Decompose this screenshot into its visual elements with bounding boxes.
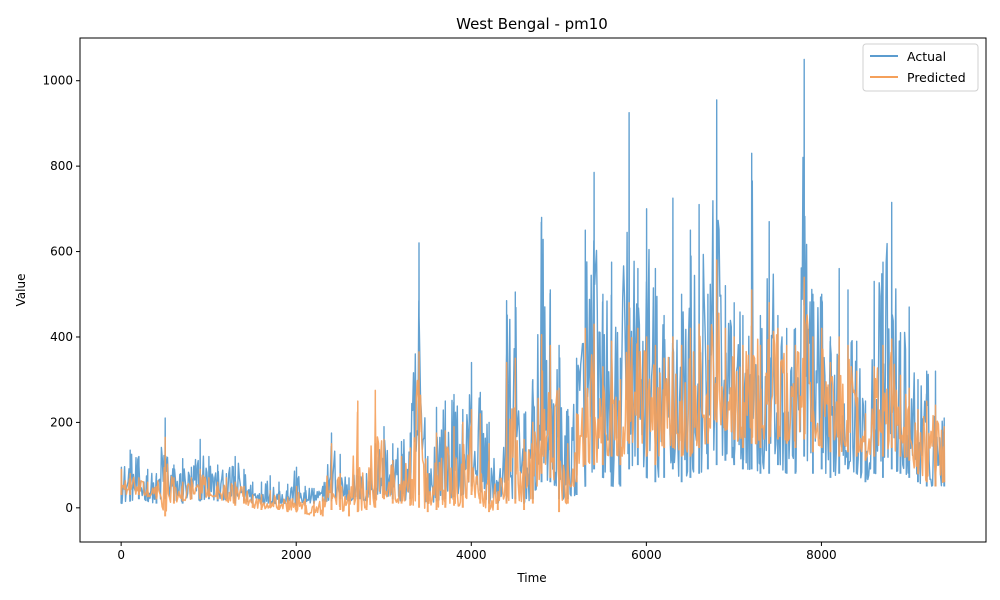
- plot-frame: [79, 37, 987, 543]
- x-tick-label: 2000: [281, 548, 312, 562]
- y-tick-label: 1000: [42, 74, 73, 88]
- y-tick-label: 600: [50, 245, 73, 259]
- legend-label-predicted: Predicted: [907, 70, 966, 85]
- series-line-predicted: [120, 259, 946, 517]
- legend: Actual Predicted: [862, 43, 979, 92]
- y-tick-label: 200: [50, 415, 73, 429]
- x-tick-label: 0: [117, 548, 125, 562]
- chart-title: West Bengal - pm10: [456, 15, 608, 33]
- y-axis-ticks: 0 200 400 600 800 1000: [42, 74, 80, 515]
- x-tick-label: 8000: [806, 548, 837, 562]
- y-tick-label: 800: [50, 159, 73, 173]
- x-axis-title: Time: [516, 571, 546, 585]
- x-tick-label: 6000: [631, 548, 662, 562]
- y-tick-label: 400: [50, 330, 73, 344]
- legend-label-actual: Actual: [907, 49, 946, 64]
- y-tick-label: 0: [65, 501, 73, 515]
- series-layer: [120, 58, 946, 517]
- x-axis-ticks: 0 2000 4000 6000 8000: [117, 542, 837, 562]
- series-line-actual: [120, 58, 946, 506]
- y-axis-title: Value: [14, 274, 28, 307]
- x-tick-label: 4000: [456, 548, 487, 562]
